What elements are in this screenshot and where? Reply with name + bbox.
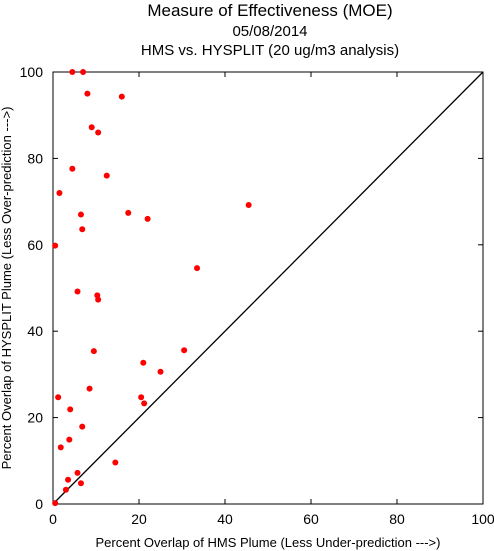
data-point (74, 469, 81, 476)
data-point (118, 93, 125, 100)
data-point (194, 265, 201, 272)
data-point (157, 368, 164, 375)
chart-title: Measure of Effectiveness (MOE) (147, 1, 392, 20)
data-point (95, 296, 102, 303)
x-tick-label: 40 (217, 511, 233, 527)
data-point (65, 476, 72, 483)
data-point (57, 444, 64, 451)
data-point (79, 423, 86, 430)
data-point (74, 288, 81, 295)
data-point (103, 172, 110, 179)
data-point (56, 189, 63, 196)
data-point (125, 209, 132, 216)
data-point (90, 348, 97, 355)
x-axis-label: Percent Overlap of HMS Plume (Less Under… (96, 535, 441, 550)
y-axis-label: Percent Overlap of HYSPLIT Plume (Less O… (0, 107, 14, 470)
data-point (52, 500, 59, 507)
x-tick-label: 60 (303, 511, 319, 527)
plot-area-frame (52, 71, 484, 505)
data-point (112, 459, 119, 466)
data-point (86, 385, 93, 392)
data-point (245, 202, 252, 209)
data-point (52, 242, 59, 249)
data-point (144, 215, 151, 222)
y-tick-label: 20 (27, 410, 43, 426)
x-tick-label: 100 (471, 511, 494, 527)
y-tick-label: 80 (27, 150, 43, 166)
x-tick-label: 80 (389, 511, 405, 527)
x-tick-label: 20 (131, 511, 147, 527)
x-axis-ticks: 0 20 40 60 80 100 (49, 72, 494, 527)
y-tick-label: 0 (35, 496, 43, 512)
data-point (181, 347, 188, 354)
y-tick-label: 100 (20, 64, 44, 80)
y-axis-ticks: 0 20 40 60 80 100 (20, 64, 483, 512)
data-point (84, 90, 91, 97)
y-tick-label: 40 (27, 323, 43, 339)
data-point (88, 124, 95, 131)
reference-line (52, 71, 484, 505)
data-point (62, 486, 69, 493)
data-point (69, 165, 76, 172)
x-tick-label: 0 (49, 511, 57, 527)
data-point (67, 406, 74, 413)
data-point (141, 400, 148, 407)
data-point (95, 129, 102, 136)
data-point (80, 69, 87, 75)
data-point (55, 394, 62, 401)
data-point (138, 394, 145, 401)
y-tick-label: 60 (27, 237, 43, 253)
data-point (77, 211, 84, 218)
scatter-points (52, 69, 252, 507)
data-point (66, 436, 73, 443)
chart-subtitle: HMS vs. HYSPLIT (20 ug/m3 analysis) (141, 42, 399, 59)
data-point (140, 359, 147, 366)
chart-date: 05/08/2014 (232, 23, 307, 40)
data-point (69, 69, 76, 75)
data-point (77, 480, 84, 487)
data-point (79, 226, 86, 233)
